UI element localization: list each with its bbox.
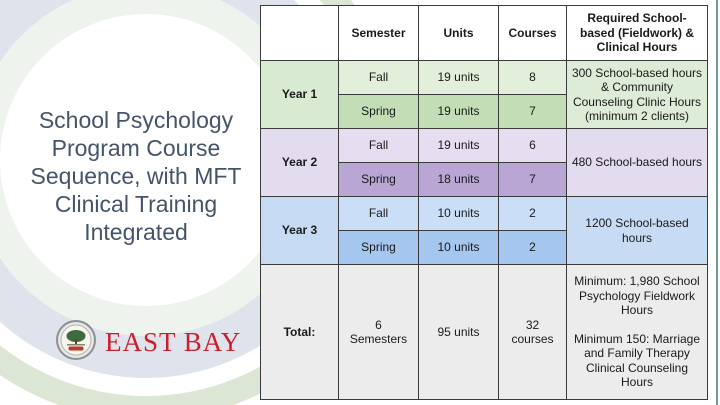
- slide-title-line: Clinical Training: [54, 191, 218, 217]
- year3-fall-semester-cell: Fall: [338, 196, 419, 231]
- total-courses-cell: 32 courses: [498, 264, 567, 400]
- slide-title: School Psychology Program Course Sequenc…: [10, 106, 262, 246]
- year2-fall-units-cell: 19 units: [418, 128, 499, 163]
- year2-spring-semester-cell: Spring: [338, 162, 419, 197]
- year3-spring-units-cell: 10 units: [418, 230, 499, 265]
- year2-label-cell: Year 2: [260, 128, 339, 197]
- year1-label-cell: Year 1: [260, 60, 339, 129]
- year2-spring-units-cell: 18 units: [418, 162, 499, 197]
- total-units-cell: 95 units: [418, 264, 499, 400]
- header-hours: Required School-based (Fieldwork) & Clin…: [566, 5, 708, 61]
- slide-title-line: Sequence, with MFT: [30, 163, 242, 189]
- total-label-cell: Total:: [260, 264, 339, 400]
- year3-spring-semester-cell: Spring: [338, 230, 419, 265]
- year3-fall-units-cell: 10 units: [418, 196, 499, 231]
- total-hours-cell: Minimum: 1,980 School Psychology Fieldwo…: [566, 264, 708, 400]
- year1-spring-units-cell: 19 units: [418, 94, 499, 129]
- year3-label-cell: Year 3: [260, 196, 339, 265]
- year1-fall-semester-cell: Fall: [338, 60, 419, 95]
- year1-fall-courses-cell: 8: [498, 60, 567, 95]
- year3-fall-courses-cell: 2: [498, 196, 567, 231]
- year1-spring-semester-cell: Spring: [338, 94, 419, 129]
- year1-hours-cell: 300 School-based hours & Community Couns…: [566, 60, 708, 129]
- slide-title-line: School Psychology: [38, 107, 234, 133]
- course-sequence-table: Semester Units Courses Required School-b…: [260, 5, 708, 400]
- year2-fall-semester-cell: Fall: [338, 128, 419, 163]
- university-seal-icon: [56, 320, 96, 365]
- year1-spring-courses-cell: 7: [498, 94, 567, 129]
- right-accent-bar: [716, 0, 718, 405]
- year2-fall-courses-cell: 6: [498, 128, 567, 163]
- year2-spring-courses-cell: 7: [498, 162, 567, 197]
- decorative-arc-inner: [0, 14, 292, 306]
- slide-title-line: Integrated: [84, 219, 188, 245]
- year1-fall-units-cell: 19 units: [418, 60, 499, 95]
- header-semester: Semester: [338, 5, 419, 61]
- slide-title-line: Program Course: [51, 135, 221, 161]
- header-courses: Courses: [498, 5, 567, 61]
- total-semesters-cell: 6 Semesters: [338, 264, 419, 400]
- year3-spring-courses-cell: 2: [498, 230, 567, 265]
- year2-hours-cell: 480 School-based hours: [566, 128, 708, 197]
- eastbay-wordmark: EAST BAY: [105, 327, 242, 357]
- university-logo: EAST BAY: [56, 320, 241, 365]
- header-year-blank: [260, 5, 339, 61]
- header-units: Units: [418, 5, 499, 61]
- year3-hours-cell: 1200 School-based hours: [566, 196, 708, 265]
